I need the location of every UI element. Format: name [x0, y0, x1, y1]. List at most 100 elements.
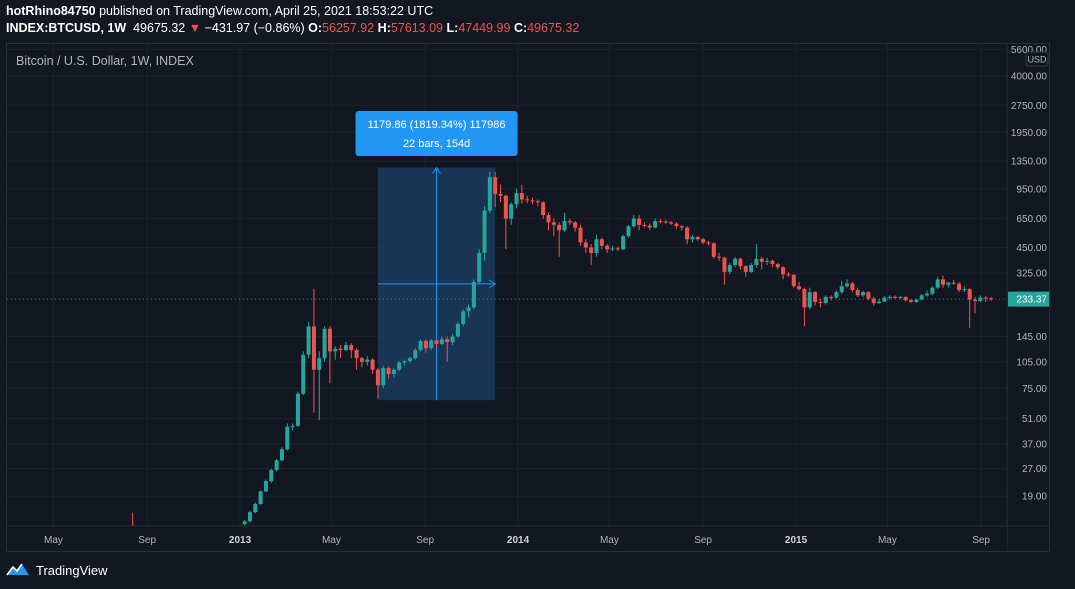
candle-body: [839, 286, 844, 293]
candle-body: [274, 460, 279, 471]
time-tick-label: 2013: [229, 535, 252, 546]
candle: [861, 290, 866, 297]
candle-body: [738, 258, 743, 267]
candle: [370, 358, 375, 374]
candle: [701, 237, 706, 245]
price-tick-label: 37.00: [1022, 439, 1047, 450]
candle: [301, 351, 306, 395]
candle: [445, 336, 450, 362]
candle-body: [418, 340, 423, 351]
candle-body: [530, 200, 535, 202]
low-value: 47449.99: [458, 21, 511, 35]
candle: [605, 244, 610, 253]
price-tick-label: 4000.00: [1011, 71, 1048, 82]
footer-brand[interactable]: TradingView: [6, 562, 108, 578]
candle-body: [594, 239, 599, 253]
candle: [338, 345, 343, 359]
down-arrow-icon: ▼: [188, 21, 202, 35]
candle: [258, 490, 263, 505]
candle-body: [759, 258, 764, 262]
candle: [541, 201, 546, 219]
price-tick-label: 75.00: [1022, 384, 1047, 395]
price-tick-label: 950.00: [1016, 184, 1047, 195]
candle: [754, 244, 759, 268]
candle-body: [349, 345, 354, 351]
time-axis-background: [7, 526, 1007, 551]
published-text: published on TradingView.com, April 25, …: [99, 4, 434, 18]
candle: [733, 256, 738, 268]
candle-body: [754, 258, 759, 266]
candle-body: [461, 311, 466, 325]
candle: [514, 188, 519, 209]
candle-body: [786, 274, 791, 276]
candle-body: [962, 289, 967, 291]
price-tick-label: 1350.00: [1011, 157, 1048, 168]
candle: [717, 252, 722, 261]
candle: [519, 184, 524, 204]
candle: [439, 336, 444, 346]
candle-body: [583, 242, 588, 248]
measure-tool[interactable]: [377, 166, 497, 401]
candle-body: [258, 491, 263, 505]
candle-body: [946, 282, 951, 285]
candle-body: [375, 369, 380, 386]
candle-body: [834, 292, 839, 298]
arrow-right-icon: [488, 279, 497, 289]
candle: [898, 295, 903, 299]
candle: [562, 212, 567, 232]
candle: [391, 368, 396, 378]
candle-body: [322, 328, 327, 359]
time-tick-label: Sep: [138, 535, 156, 546]
candle: [423, 339, 428, 353]
author-name[interactable]: hotRhino84750: [6, 4, 96, 18]
candle-body: [285, 426, 290, 450]
candle: [631, 215, 636, 228]
candle: [738, 257, 743, 270]
candle: [941, 275, 946, 288]
candle: [413, 348, 418, 360]
candle: [343, 342, 348, 352]
candle-body: [690, 236, 695, 240]
candle-body: [909, 300, 914, 302]
candle-body: [509, 204, 514, 219]
candle-body: [535, 201, 540, 203]
candle: [530, 197, 535, 205]
price-tick-label: 650.00: [1016, 214, 1047, 225]
candle-body: [498, 193, 503, 196]
candle: [866, 291, 871, 301]
candle: [450, 333, 455, 346]
price-axis[interactable]: 5600.00 4000.00 2750.00 1950.00 1350.00 950.0…: [7, 44, 1050, 552]
chart-frame[interactable]: 5600.00 4000.00 2750.00 1950.00 1350.00 950.0…: [6, 43, 1050, 552]
candle: [642, 222, 647, 228]
measure-bars-text: 22 bars, 154d: [403, 138, 470, 150]
candle-body: [871, 298, 876, 304]
candle-body: [589, 247, 594, 253]
candle-body: [818, 301, 823, 304]
time-axis[interactable]: May Sep 2013 May Sep 2014 May Sep 2015 May Sep: [7, 525, 1050, 552]
candle: [685, 226, 690, 245]
candle: [823, 295, 828, 305]
ohlc-bar: INDEX:BTCUSD, 1W 49675.32 ▼ −431.97 (−0.…: [6, 21, 579, 35]
candle-body: [967, 289, 972, 300]
candle-body: [269, 470, 274, 482]
candle-body: [866, 292, 871, 299]
candle-body: [653, 221, 658, 228]
candle: [290, 423, 295, 431]
candle: [882, 296, 887, 302]
candle: [669, 221, 674, 225]
candle-body: [861, 292, 866, 296]
candle: [626, 224, 631, 238]
price-chart[interactable]: 5600.00 4000.00 2750.00 1950.00 1350.00 950.0…: [7, 44, 1050, 552]
last-price-label: 233.37: [1016, 295, 1047, 306]
candle-body: [290, 425, 295, 427]
time-tick-label: Sep: [972, 535, 990, 546]
candle: [471, 279, 476, 310]
candle: [493, 171, 498, 208]
time-tick-label: May: [322, 535, 341, 546]
candle: [487, 171, 492, 213]
candle: [893, 295, 898, 299]
candle-body: [573, 222, 578, 228]
candle-body: [903, 296, 908, 301]
candle: [551, 218, 556, 237]
candle: [813, 291, 818, 306]
